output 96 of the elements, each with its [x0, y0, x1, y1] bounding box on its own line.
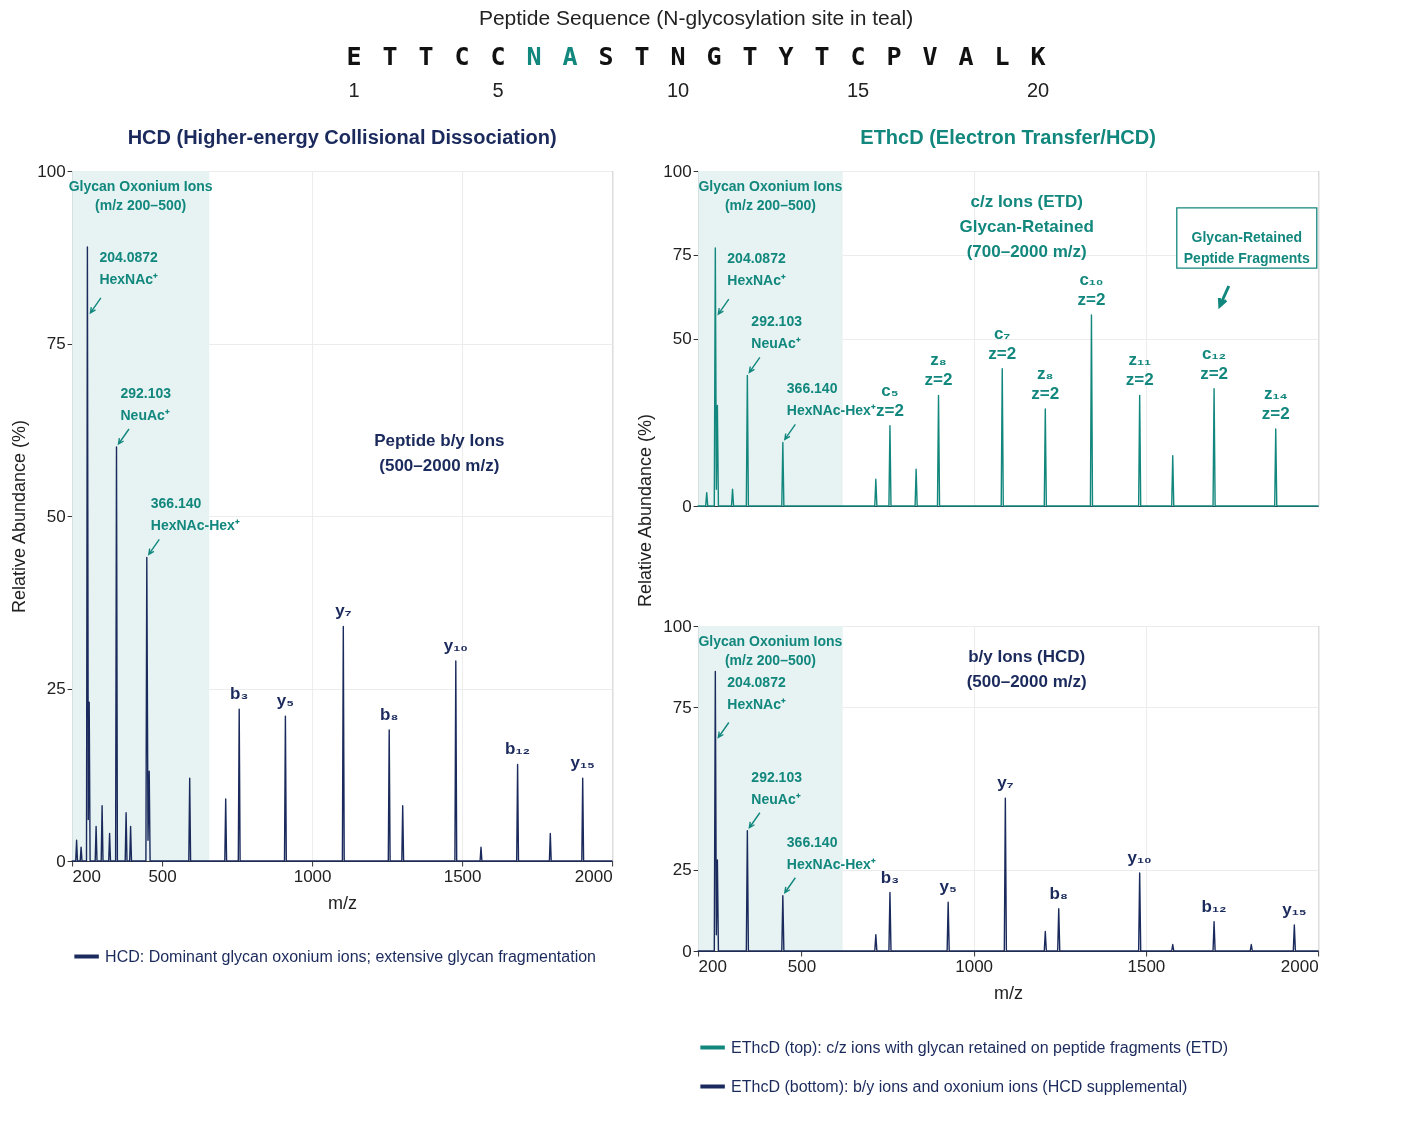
x-tick-label: 1000: [955, 956, 994, 976]
annotation: c₁₀ z=2: [1077, 270, 1106, 310]
annotation: Glycan-Retained Peptide Fragments: [1183, 229, 1311, 266]
y-tick-label: 75: [46, 334, 66, 353]
annotation: 366.140 HexNAc-Hex⁺: [150, 495, 240, 534]
annotation: y₅: [276, 691, 295, 711]
category-label: N: [670, 42, 686, 71]
x-tick-label: 500: [787, 956, 817, 976]
y-tick-label: 0: [682, 941, 692, 961]
band-label: Glycan Oxonium Ions (m/z 200–500): [68, 178, 213, 213]
annotation: 204.0872 HexNAc⁺: [99, 248, 159, 287]
x-axis-title: m/z: [328, 892, 358, 913]
annotation: b₁₂: [1201, 896, 1227, 916]
chart-title: EThcD (Electron Transfer/HCD): [860, 126, 1156, 148]
annotation: Peptide b/y Ions (500–2000 m/z): [374, 431, 505, 476]
y-tick-label: 50: [46, 506, 66, 526]
category-label: E: [346, 42, 362, 71]
annotation: y₁₅: [1282, 900, 1307, 919]
annotation: c₇ z=2: [988, 323, 1017, 363]
y-axis-title: Relative Abundance (%): [635, 413, 656, 608]
y-axis-title: Relative Abundance (%): [9, 419, 30, 614]
annotation: 292.103 NeuAc⁺: [751, 768, 803, 807]
annotation: y₅: [939, 877, 957, 897]
annotation: 366.140 HexNAc-Hex⁺: [786, 380, 876, 419]
annotation: y₁₀: [443, 635, 468, 655]
legend-label: EThcD (bottom): b/y ions and oxonium ions (HCD supplemental): [731, 1077, 1188, 1095]
annotation: b₈: [380, 704, 399, 724]
chart-title: HCD (Higher-energy Collisional Dissociation): [127, 126, 557, 148]
annotation: b₃: [230, 684, 249, 704]
annotation: 204.0872 HexNAc⁺: [727, 673, 787, 712]
category-label: Y: [778, 42, 794, 71]
x-tick-label: 1500: [1127, 956, 1166, 976]
category-label: T: [742, 42, 758, 71]
x-tick-label: 1000: [293, 866, 332, 886]
legend-label: EThcD (top): c/z ions with glycan retained on peptide fragments (ETD): [731, 1038, 1229, 1056]
annotation: b₃: [880, 867, 900, 887]
x-tick-label: 500: [148, 866, 177, 886]
category-label: G: [706, 42, 722, 71]
x-tick-label: 2000: [1280, 956, 1319, 976]
y-tick-label: 75: [672, 697, 692, 717]
x-tick-label: 200: [72, 866, 101, 886]
text: 5: [492, 79, 504, 101]
annotation: z₁₄ z=2: [1261, 383, 1290, 423]
text: 15: [846, 79, 870, 101]
x-axis-title: m/z: [994, 982, 1024, 1003]
y-tick-label: 25: [672, 860, 692, 880]
annotation: 204.0872 HexNAc⁺: [727, 250, 787, 289]
category-label: P: [886, 42, 902, 71]
legend-label: HCD: Dominant glycan oxonium ions; extensive glycan fragmentation: [105, 947, 597, 965]
annotation: z₈ z=2: [924, 350, 953, 390]
category-label: T: [418, 42, 434, 71]
annotation: y₇: [335, 601, 352, 621]
y-tick-label: 100: [37, 161, 66, 181]
category-label: C: [454, 42, 470, 71]
y-tick-label: 75: [672, 245, 692, 265]
annotation: b₈: [1049, 883, 1068, 903]
annotation: 366.140 HexNAc-Hex⁺: [786, 833, 876, 872]
text: 10: [666, 79, 690, 101]
annotation: y₇: [997, 773, 1014, 793]
x-tick-label: 1500: [443, 866, 482, 886]
category-label: L: [994, 42, 1010, 71]
category-label: A: [958, 42, 974, 71]
category-label: N: [526, 42, 542, 71]
text: 1: [348, 79, 360, 101]
annotation: 292.103 NeuAc⁺: [751, 313, 803, 352]
category-label: A: [562, 42, 578, 71]
y-tick-label: 0: [682, 496, 692, 516]
annotation: c₅ z=2: [876, 380, 904, 420]
y-tick-label: 0: [56, 851, 66, 871]
annotation: 292.103 NeuAc⁺: [120, 385, 172, 423]
annotation: c₁₂ z=2: [1200, 343, 1229, 383]
y-tick-label: 50: [672, 329, 692, 348]
category-label: C: [850, 42, 866, 71]
annotation: b₁₂: [505, 739, 531, 759]
annotation: b/y Ions (HCD) (500–2000 m/z): [966, 646, 1087, 691]
band-label: Glycan Oxonium Ions (m/z 200–500): [698, 633, 843, 668]
annotation: z₈ z=2: [1031, 363, 1060, 403]
category-label: S: [598, 42, 614, 71]
annotation: y₁₅: [570, 753, 595, 773]
x-tick-label: 2000: [574, 866, 613, 886]
y-tick-label: 100: [663, 161, 692, 181]
category-label: C: [490, 42, 506, 71]
category-label: T: [382, 42, 398, 71]
annotation: z₁₁ z=2: [1125, 350, 1154, 390]
band-label: Glycan Oxonium Ions (m/z 200–500): [698, 178, 843, 213]
category-label: T: [634, 42, 650, 71]
annotation: y₁₀: [1127, 848, 1152, 867]
x-tick-label: 200: [698, 956, 727, 976]
category-label: V: [922, 42, 938, 71]
category-label: T: [814, 42, 830, 71]
y-tick-label: 100: [663, 616, 692, 636]
y-tick-label: 25: [46, 679, 66, 698]
text: Peptide Sequence (N-glycosylation site in teal): [478, 6, 914, 29]
category-label: K: [1030, 42, 1046, 71]
text: 20: [1026, 79, 1050, 101]
annotation: c/z Ions (ETD) Glycan-Retained (700–2000 m/z): [959, 192, 1094, 262]
